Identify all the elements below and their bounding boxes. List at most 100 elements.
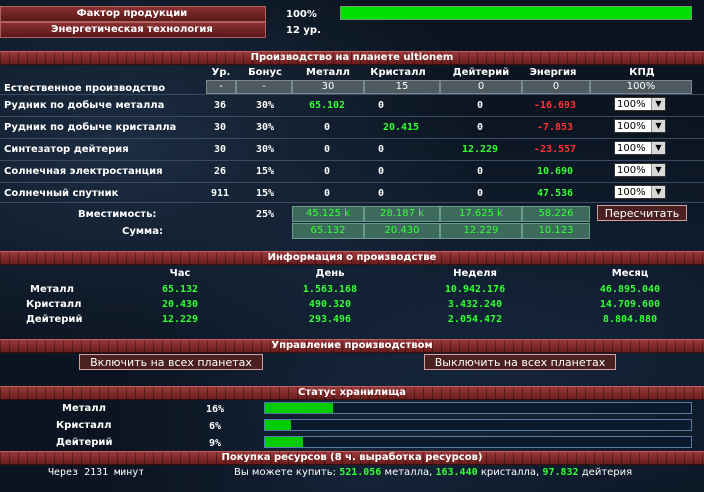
row-deut: 0 xyxy=(476,166,484,177)
info-week: 2.054.472 xyxy=(447,314,503,325)
storage-label: Металл xyxy=(62,403,106,414)
row-crystal: 0 xyxy=(377,188,385,199)
capacity-crystal: 28.187 k xyxy=(364,206,440,222)
storage-label: Дейтерий xyxy=(56,437,113,448)
storage-label: Кристалл xyxy=(56,420,112,431)
chevron-down-icon: ▼ xyxy=(651,186,665,198)
storage-bar xyxy=(264,436,692,448)
storage-bar-fill xyxy=(265,403,334,413)
row-metal: 0 xyxy=(323,144,331,155)
info-day: 490.320 xyxy=(308,299,352,310)
row-deut: 0 xyxy=(476,122,484,133)
header-level: Ур. xyxy=(211,67,231,78)
kpd-select-solar-sat[interactable]: 100% ▼ xyxy=(614,185,666,199)
row-label: Рудник по добыче металла xyxy=(4,100,165,111)
enable-all-planets-button[interactable]: Включить на всех планетах xyxy=(79,354,263,370)
purchase-crystal-word: кристалла, xyxy=(480,467,540,478)
factor-bar xyxy=(340,6,692,20)
chevron-down-icon: ▼ xyxy=(651,164,665,176)
header-metal: Металл xyxy=(306,67,350,78)
info-header-week: Неделя xyxy=(453,268,497,279)
factor-label: Фактор продукции xyxy=(76,8,188,19)
purchase-offer: Вы можете купить: 521.056 металла, 163.4… xyxy=(234,467,632,478)
chevron-down-icon: ▼ xyxy=(651,142,665,154)
info-week: 10.942.176 xyxy=(444,284,506,295)
storage-title: Статус хранилища xyxy=(0,386,704,400)
info-row-label: Кристалл xyxy=(26,299,82,310)
row-bonus: 15% xyxy=(255,166,275,177)
row-level: 36 xyxy=(213,100,227,111)
row-label: Синтезатор дейтерия xyxy=(4,144,129,155)
header-deut: Дейтерий xyxy=(452,67,510,78)
sum-crystal: 20.430 xyxy=(364,223,440,239)
info-header-hour: Час xyxy=(169,268,191,279)
info-month: 46.895.040 xyxy=(599,284,661,295)
info-week: 3.432.240 xyxy=(447,299,503,310)
capacity-energy: 58.226 xyxy=(522,206,590,222)
header-bonus: Бонус xyxy=(248,67,282,78)
kpd-value: 100% xyxy=(617,187,646,198)
row-energy: -7.853 xyxy=(536,122,574,133)
info-hour: 20.430 xyxy=(161,299,199,310)
disable-all-planets-button[interactable]: Выключить на всех планетах xyxy=(424,354,616,370)
row-bonus: 30% xyxy=(255,100,275,111)
storage-percent: 9% xyxy=(208,438,222,449)
kpd-value: 100% xyxy=(617,143,646,154)
natural-energy: 0 xyxy=(522,80,590,94)
chevron-down-icon: ▼ xyxy=(651,98,665,110)
natural-kpd: 100% xyxy=(590,80,692,94)
row-bonus: 30% xyxy=(255,122,275,133)
row-energy: 10.690 xyxy=(536,166,574,177)
energy-tech-value: 12 ур. xyxy=(286,25,321,36)
capacity-deut: 17.625 k xyxy=(440,206,522,222)
row-level: 26 xyxy=(213,166,227,177)
purchase-metal-amount: 521.056 xyxy=(339,467,382,478)
info-month: 8.804.880 xyxy=(602,314,658,325)
purchase-title: Покупка ресурсов (8 ч. выработка ресурсо… xyxy=(0,451,704,465)
header-kpd: КПД xyxy=(629,67,655,78)
info-title: Информация о производстве xyxy=(0,251,704,265)
purchase-deut-amount: 97.832 xyxy=(542,467,579,478)
sum-metal: 65.132 xyxy=(292,223,364,239)
info-row-label: Металл xyxy=(30,284,74,295)
row-crystal: 0 xyxy=(377,166,385,177)
production-title: Производство на планете ultionem xyxy=(0,51,704,65)
storage-bar-fill xyxy=(265,420,291,430)
kpd-select-crystal-mine[interactable]: 100% ▼ xyxy=(614,119,666,133)
control-title: Управление производством xyxy=(0,339,704,353)
sum-label: Сумма: xyxy=(122,226,163,237)
recalculate-button[interactable]: Пересчитать xyxy=(597,205,687,221)
purchase-timer: Через 2131 минут xyxy=(48,467,145,478)
row-bonus: 15% xyxy=(255,188,275,199)
energy-tech-label: Энергетическая технология xyxy=(51,24,213,35)
natural-label: Естественное производство xyxy=(4,83,166,94)
capacity-bonus: 25% xyxy=(255,209,275,220)
purchase-deut-word: дейтерия xyxy=(581,467,633,478)
kpd-select-solar-plant[interactable]: 100% ▼ xyxy=(614,163,666,177)
natural-bonus: - xyxy=(236,80,292,94)
kpd-select-deut-synth[interactable]: 100% ▼ xyxy=(614,141,666,155)
row-deut: 0 xyxy=(476,188,484,199)
row-level: 30 xyxy=(213,122,227,133)
purchase-crystal-amount: 163.440 xyxy=(435,467,478,478)
kpd-value: 100% xyxy=(617,165,646,176)
row-energy: -23.557 xyxy=(533,144,577,155)
energy-label-cell xyxy=(0,22,266,38)
row-label: Рудник по добыче кристалла xyxy=(4,122,177,133)
storage-bar-fill xyxy=(265,437,304,447)
capacity-metal: 45.125 k xyxy=(292,206,364,222)
chevron-down-icon: ▼ xyxy=(651,120,665,132)
info-day: 293.496 xyxy=(308,314,352,325)
kpd-select-metal-mine[interactable]: 100% ▼ xyxy=(614,97,666,111)
kpd-value: 100% xyxy=(617,99,646,110)
row-level: 30 xyxy=(213,144,227,155)
info-header-month: Месяц xyxy=(611,268,649,279)
row-label: Солнечная электростанция xyxy=(4,166,163,177)
info-hour: 65.132 xyxy=(161,284,199,295)
purchase-prefix: Вы можете купить: xyxy=(234,467,336,478)
storage-bar xyxy=(264,402,692,414)
row-level: 911 xyxy=(210,188,230,199)
info-day: 1.563.168 xyxy=(302,284,358,295)
row-crystal: 0 xyxy=(377,100,385,111)
capacity-label: Вместимость: xyxy=(78,209,157,220)
